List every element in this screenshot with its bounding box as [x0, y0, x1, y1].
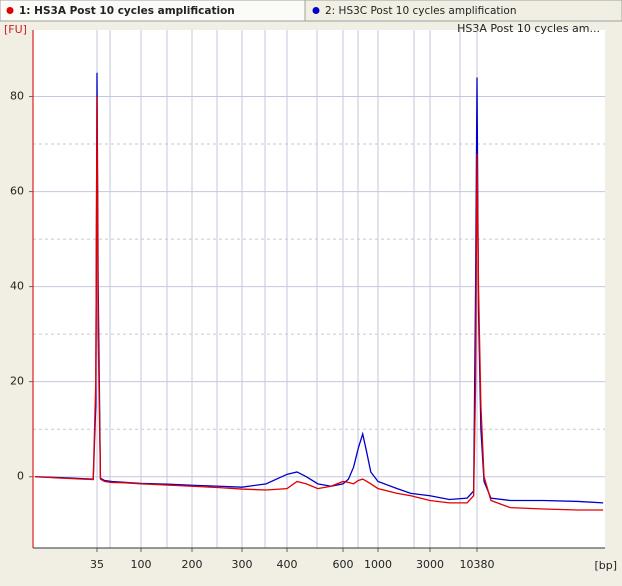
y-tick-label: 40	[10, 280, 24, 293]
y-tick-label: 60	[10, 185, 24, 198]
x-tick-label: 35	[90, 558, 104, 571]
x-axis-label: [bp]	[594, 559, 617, 572]
x-tick-label: 300	[232, 558, 253, 571]
x-tick-label: 200	[182, 558, 203, 571]
x-tick-label: 3000	[416, 558, 444, 571]
plot-label: HS3A Post 10 cycles am...	[457, 22, 600, 35]
y-axis-label: [FU]	[4, 23, 27, 36]
y-tick-label: 80	[10, 90, 24, 103]
y-tick-label: 0	[17, 470, 24, 483]
x-tick-label: 600	[333, 558, 354, 571]
legend-dot	[312, 7, 320, 14]
x-tick-label: 10380	[460, 558, 495, 571]
ladder-grid	[109, 30, 461, 548]
x-tick-label: 400	[277, 558, 298, 571]
legend-dot	[6, 7, 14, 14]
legend-label: 2: HS3C Post 10 cycles amplification	[325, 5, 517, 17]
trace	[35, 96, 604, 511]
y-tick-label: 20	[10, 375, 24, 388]
plot-area	[33, 30, 605, 548]
x-tick-label: 1000	[364, 558, 392, 571]
legend-label: 1: HS3A Post 10 cycles amplification	[19, 5, 235, 17]
sample-tab-2[interactable]	[304, 0, 622, 22]
x-tick-label: 100	[131, 558, 152, 571]
